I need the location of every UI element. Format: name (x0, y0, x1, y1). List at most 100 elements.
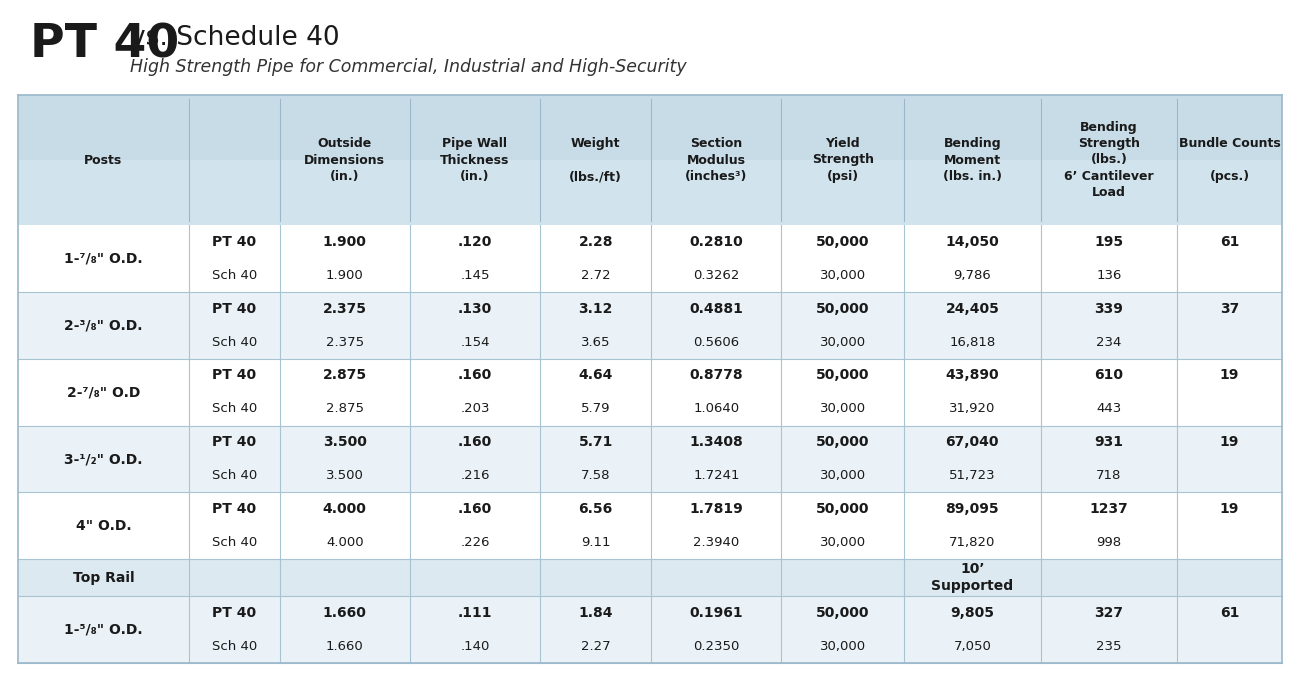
Text: 3-¹/₂" O.D.: 3-¹/₂" O.D. (64, 452, 143, 466)
Text: 31,920: 31,920 (949, 402, 996, 415)
Text: 5.71: 5.71 (578, 435, 612, 450)
Text: 30,000: 30,000 (820, 402, 866, 415)
Text: 1.7241: 1.7241 (693, 469, 740, 483)
Text: PT 40: PT 40 (212, 606, 256, 620)
Text: 30,000: 30,000 (820, 536, 866, 549)
Text: 0.2350: 0.2350 (693, 640, 740, 653)
Bar (18, 160, 1282, 225)
Text: 2.3940: 2.3940 (693, 536, 740, 549)
Text: 1.84: 1.84 (578, 606, 612, 620)
Text: .160: .160 (458, 435, 493, 450)
Text: 1.900: 1.900 (322, 235, 367, 249)
Text: 0.4881: 0.4881 (689, 302, 744, 316)
Text: 235: 235 (1096, 640, 1122, 653)
Text: Sch 40: Sch 40 (212, 336, 257, 349)
Text: Section
Modulus
(inches³): Section Modulus (inches³) (685, 137, 747, 183)
Text: 30,000: 30,000 (820, 469, 866, 483)
Text: 0.5606: 0.5606 (693, 336, 740, 349)
Bar (18, 359, 1282, 425)
Text: 61: 61 (1219, 606, 1239, 620)
Text: 1.660: 1.660 (322, 606, 367, 620)
Text: .154: .154 (460, 336, 490, 349)
Text: 30,000: 30,000 (820, 269, 866, 281)
Text: .120: .120 (458, 235, 493, 249)
Text: 2.72: 2.72 (581, 269, 611, 281)
Text: 1.660: 1.660 (326, 640, 364, 653)
Text: 0.8778: 0.8778 (689, 368, 744, 382)
Text: 19: 19 (1219, 435, 1239, 450)
Text: Top Rail: Top Rail (73, 571, 134, 585)
Text: 19: 19 (1219, 502, 1239, 516)
Text: 14,050: 14,050 (945, 235, 1000, 249)
Text: 5.79: 5.79 (581, 402, 611, 415)
Text: 71,820: 71,820 (949, 536, 996, 549)
Text: 89,095: 89,095 (945, 502, 1000, 516)
Text: Yield
Strength
(psi): Yield Strength (psi) (811, 137, 874, 183)
Text: High Strength Pipe for Commercial, Industrial and High-Security: High Strength Pipe for Commercial, Indus… (130, 58, 686, 76)
Text: 2.28: 2.28 (578, 235, 612, 249)
Text: 0.3262: 0.3262 (693, 269, 740, 281)
Text: Sch 40: Sch 40 (212, 469, 257, 483)
Text: 1.3408: 1.3408 (689, 435, 744, 450)
Text: 61: 61 (1219, 235, 1239, 249)
Text: 1237: 1237 (1089, 502, 1128, 516)
Text: 195: 195 (1095, 235, 1123, 249)
Text: 4.000: 4.000 (326, 536, 364, 549)
Text: PT 40: PT 40 (212, 368, 256, 382)
Text: 50,000: 50,000 (816, 235, 870, 249)
Text: Sch 40: Sch 40 (212, 402, 257, 415)
Text: 9.11: 9.11 (581, 536, 611, 549)
Text: 2.375: 2.375 (326, 336, 364, 349)
Text: 931: 931 (1095, 435, 1123, 450)
Text: 3.500: 3.500 (326, 469, 364, 483)
Text: 998: 998 (1096, 536, 1122, 549)
Text: 37: 37 (1219, 302, 1239, 316)
Text: 3.65: 3.65 (581, 336, 611, 349)
Text: .226: .226 (460, 536, 490, 549)
Text: 2-⁷/₈" O.D: 2-⁷/₈" O.D (66, 385, 140, 399)
Text: 610: 610 (1095, 368, 1123, 382)
Text: PT 40: PT 40 (212, 502, 256, 516)
Text: 1.7819: 1.7819 (689, 502, 744, 516)
Text: Bundle Counts

(pcs.): Bundle Counts (pcs.) (1179, 137, 1280, 183)
Text: 2.875: 2.875 (326, 402, 364, 415)
Text: 4.000: 4.000 (322, 502, 367, 516)
Text: PT 40: PT 40 (212, 435, 256, 450)
Text: 2.27: 2.27 (581, 640, 611, 653)
Text: 43,890: 43,890 (945, 368, 1000, 382)
Text: Posts: Posts (84, 153, 122, 166)
Text: 10’
Supported: 10’ Supported (931, 562, 1014, 594)
Text: Weight

(lbs./ft): Weight (lbs./ft) (569, 137, 623, 183)
Text: .160: .160 (458, 368, 493, 382)
Text: 67,040: 67,040 (945, 435, 1000, 450)
Text: 0.2810: 0.2810 (689, 235, 744, 249)
Text: 1.900: 1.900 (326, 269, 364, 281)
Text: 30,000: 30,000 (820, 336, 866, 349)
Text: .111: .111 (458, 606, 493, 620)
Text: 50,000: 50,000 (816, 368, 870, 382)
Bar (18, 292, 1282, 359)
Text: 30,000: 30,000 (820, 640, 866, 653)
Text: 50,000: 50,000 (816, 302, 870, 316)
Text: 3.12: 3.12 (578, 302, 612, 316)
Bar (18, 95, 1282, 225)
Text: PT 40: PT 40 (212, 302, 256, 316)
Text: 7.58: 7.58 (581, 469, 611, 483)
Text: Sch 40: Sch 40 (212, 640, 257, 653)
Text: .130: .130 (458, 302, 493, 316)
Text: 1-⁷/₈" O.D.: 1-⁷/₈" O.D. (64, 252, 143, 265)
Text: .145: .145 (460, 269, 490, 281)
Bar (18, 493, 1282, 559)
Bar (18, 559, 1282, 596)
Text: 234: 234 (1096, 336, 1122, 349)
Text: 1.0640: 1.0640 (693, 402, 740, 415)
Text: .160: .160 (458, 502, 493, 516)
Text: PT 40: PT 40 (212, 235, 256, 249)
Text: 50,000: 50,000 (816, 502, 870, 516)
Bar (18, 225, 1282, 292)
Text: Outside
Dimensions
(in.): Outside Dimensions (in.) (304, 137, 385, 183)
Text: 19: 19 (1219, 368, 1239, 382)
Text: Bending
Moment
(lbs. in.): Bending Moment (lbs. in.) (942, 137, 1002, 183)
Text: 0.1961: 0.1961 (689, 606, 744, 620)
Text: 136: 136 (1096, 269, 1122, 281)
